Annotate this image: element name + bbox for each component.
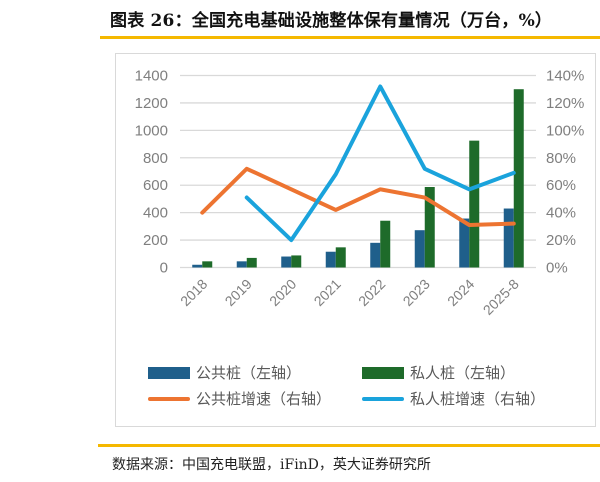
legend-swatch-public-bar: [148, 366, 190, 379]
left-axis-tick: 1400: [135, 68, 168, 85]
public-pile-bar: [325, 251, 336, 268]
title-underline: [100, 36, 600, 39]
x-axis-tick: 2021: [311, 276, 344, 309]
legend-swatch-private-growth: [362, 396, 404, 401]
left-axis-tick: 1200: [135, 95, 168, 112]
x-axis-tick: 2018: [177, 276, 210, 309]
legend-swatch-public-growth: [148, 396, 190, 401]
public-pile-bar: [281, 256, 292, 268]
legend-item-public-growth: 公共桩增速（右轴）: [148, 388, 331, 409]
private-pile-bar: [424, 186, 435, 268]
left-axis-tick: 800: [143, 150, 168, 167]
chart-title: 图表 26：全国充电基础设施整体保有量情况（万台，%）: [110, 11, 553, 31]
private-pile-bar: [246, 257, 257, 268]
left-axis-tick: 0: [160, 260, 168, 277]
public-pile-bar: [192, 264, 203, 268]
private-pile-bar: [380, 220, 391, 268]
private-pile-bar: [335, 247, 346, 268]
right-axis-tick: 60%: [546, 177, 576, 194]
x-axis-tick: 2024: [444, 276, 477, 309]
left-axis-tick: 600: [143, 177, 168, 194]
private-growth-line: [244, 84, 516, 243]
x-axis-tick: 2025-8: [480, 276, 522, 318]
public-pile-bar: [236, 261, 247, 268]
left-axis-tick: 1000: [135, 122, 168, 139]
x-axis-tick: 2019: [222, 276, 255, 309]
legend-label: 公共桩增速（右轴）: [196, 390, 332, 408]
private-pile-bar: [513, 89, 524, 268]
legend-label: 私人桩增速（右轴）: [410, 390, 546, 408]
legend-swatch-private-bar: [362, 366, 404, 379]
right-axis-tick: 120%: [546, 95, 584, 112]
public-pile-bar: [414, 230, 425, 268]
x-axis-tick: 2022: [355, 276, 388, 309]
private-pile-bar: [469, 140, 480, 268]
public-growth-line: [200, 166, 516, 227]
legend-item-public-bar: 公共桩（左轴）: [148, 362, 301, 383]
legend-item-private-growth: 私人桩增速（右轴）: [362, 388, 545, 409]
right-axis-tick: 20%: [546, 232, 576, 249]
legend-label: 公共桩（左轴）: [196, 364, 302, 382]
right-axis-tick: 0%: [546, 260, 568, 277]
left-axis-tick: 400: [143, 205, 168, 222]
right-axis-tick: 40%: [546, 205, 576, 222]
legend-label: 私人桩（左轴）: [410, 364, 516, 382]
right-axis-tick: 140%: [546, 68, 584, 85]
public-pile-bar: [459, 218, 470, 268]
right-axis-tick: 100%: [546, 122, 584, 139]
x-axis-tick: 2023: [400, 276, 433, 309]
left-axis-tick: 200: [143, 232, 168, 249]
x-axis-tick: 2020: [266, 276, 299, 309]
footer-rule: [98, 444, 600, 447]
right-axis-tick: 80%: [546, 150, 576, 167]
public-pile-bar: [370, 242, 381, 268]
public-pile-bar: [503, 208, 514, 268]
data-source-note: 数据来源：中国充电联盟，iFinD，英大证券研究所: [112, 457, 431, 473]
legend-item-private-bar: 私人桩（左轴）: [362, 362, 515, 383]
private-pile-bar: [291, 255, 302, 268]
private-pile-bar: [202, 261, 213, 268]
